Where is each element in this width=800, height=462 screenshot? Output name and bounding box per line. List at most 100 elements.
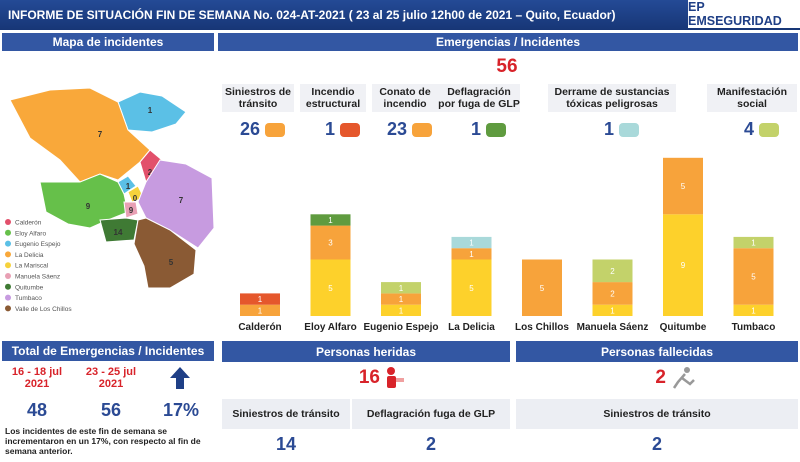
legend-marker <box>5 229 11 236</box>
segment-label: 5 <box>540 284 545 293</box>
map-region-label: 2 <box>148 168 153 177</box>
icon-shape <box>412 123 432 137</box>
incident-count: 26 <box>239 119 260 139</box>
bar-segment <box>310 225 351 260</box>
legend-label: La Mariscal <box>15 263 49 270</box>
icon-shape <box>265 123 285 137</box>
stacked-bar-chart: Calderón 1 1 Eloy Alfaro 5 3 1 Eugenio Espejo 1 1… <box>238 157 776 333</box>
segment-label: 1 <box>751 239 756 248</box>
incident-icon <box>412 123 432 137</box>
bar-segment <box>240 304 280 316</box>
map-region-label: 1 <box>126 182 131 191</box>
total-value: 48 <box>26 400 48 420</box>
segment-label: 2 <box>610 267 615 276</box>
x-tick-label: Los Chillos <box>515 322 569 333</box>
x-tick-label: Tumbaco <box>732 322 776 333</box>
x-tick-label: Manuela Sáenz <box>577 322 649 333</box>
legend-label: Eloy Alfaro <box>15 230 46 237</box>
map-region <box>123 201 139 219</box>
bar-segment <box>381 304 421 316</box>
legend-marker <box>5 305 11 312</box>
segment-label: 3 <box>328 239 333 248</box>
incident-icon <box>619 123 639 137</box>
legend-label: Eugenio Espejo <box>15 241 61 248</box>
legend-marker <box>5 273 11 279</box>
segment-label: 1 <box>469 239 474 248</box>
map-title: Mapa de incidentes <box>2 33 214 51</box>
total-value: 56 <box>100 400 122 420</box>
injured-title: Personas heridas <box>222 341 510 362</box>
incident-count: 1 <box>470 119 481 139</box>
map-region-label: 14 <box>114 228 123 237</box>
bar-segment <box>592 259 633 283</box>
incident-icon <box>340 123 360 137</box>
deceased-title: Personas fallecidas <box>516 341 798 362</box>
bar-segment <box>733 248 774 305</box>
incident-label: Siniestros de tránsito <box>222 84 294 112</box>
incident-count: 23 <box>386 119 407 139</box>
period: 23 - 25 jul 2021 <box>85 366 137 390</box>
icon-shape <box>486 123 506 137</box>
bar-segment <box>592 282 633 305</box>
map-region-label: 9 <box>86 202 91 211</box>
segment-label: 5 <box>328 284 333 293</box>
injured-value: 2 <box>425 434 436 454</box>
incident-label: Deflagración por fuga de GLP <box>438 84 520 112</box>
injured-total: 16 <box>358 367 380 388</box>
segment-label: 1 <box>751 306 756 315</box>
segment-label: 1 <box>469 250 474 259</box>
icon-shape <box>619 123 639 137</box>
header <box>0 0 800 30</box>
map-region-label: 0 <box>133 194 138 203</box>
deceased-icon <box>672 367 695 389</box>
icon-shape <box>759 123 779 137</box>
map-region <box>117 91 187 133</box>
bar-segment <box>733 304 774 316</box>
injured-label: Siniestros de tránsito <box>222 399 350 429</box>
map-region <box>133 217 197 289</box>
segment-label: 5 <box>469 284 474 293</box>
note: Los incidentes de este fin de semana se … <box>5 426 201 456</box>
icon-shape <box>340 123 360 137</box>
injured-icon <box>387 367 404 388</box>
deceased-total: 2 <box>655 367 666 388</box>
period: 16 - 18 jul 2021 <box>11 366 63 390</box>
segment-label: 1 <box>610 306 615 315</box>
deceased-value: 2 <box>651 434 662 454</box>
bar-segment <box>381 282 421 294</box>
legend-marker <box>5 251 11 258</box>
segment-label: 1 <box>258 295 263 304</box>
legend-marker <box>5 240 11 247</box>
segment-label: 9 <box>681 261 686 270</box>
incident-icon <box>759 123 779 137</box>
legend-label: Valle de Los Chillos <box>15 306 72 313</box>
bar-segment <box>310 259 351 316</box>
legend-label: La Delicia <box>15 252 44 259</box>
segment-label: 1 <box>399 284 404 293</box>
bar-segment <box>592 304 633 316</box>
total-change: 17% <box>162 400 200 420</box>
map-region-label: 1 <box>148 106 153 115</box>
segment-label: 5 <box>681 182 686 191</box>
bar-segment <box>663 157 703 215</box>
map-region-label: 7 <box>179 196 184 205</box>
totals-title: Total de Emergencias / Incidentes <box>2 341 214 361</box>
legend-label: Manuela Sáenz <box>15 274 60 281</box>
legend-marker <box>5 283 11 290</box>
map-region-label: 7 <box>98 130 103 139</box>
segment-label: 1 <box>258 306 263 315</box>
legend-label: Quitumbe <box>15 284 44 291</box>
injured-value: 14 <box>275 434 297 454</box>
bar-segment <box>451 236 492 249</box>
bar-segment <box>381 293 421 305</box>
emergencies-total: 56 <box>496 56 518 77</box>
deceased-label: Siniestros de tránsito <box>516 399 798 429</box>
up-arrow-icon <box>170 367 190 389</box>
injured-label: Deflagración fuga de GLP <box>352 399 510 429</box>
segment-label: 5 <box>751 272 756 281</box>
bar-segment <box>451 248 492 260</box>
incident-label: Manifestación social <box>707 84 797 112</box>
legend-marker <box>5 219 11 225</box>
map-region-label: 9 <box>129 206 134 215</box>
